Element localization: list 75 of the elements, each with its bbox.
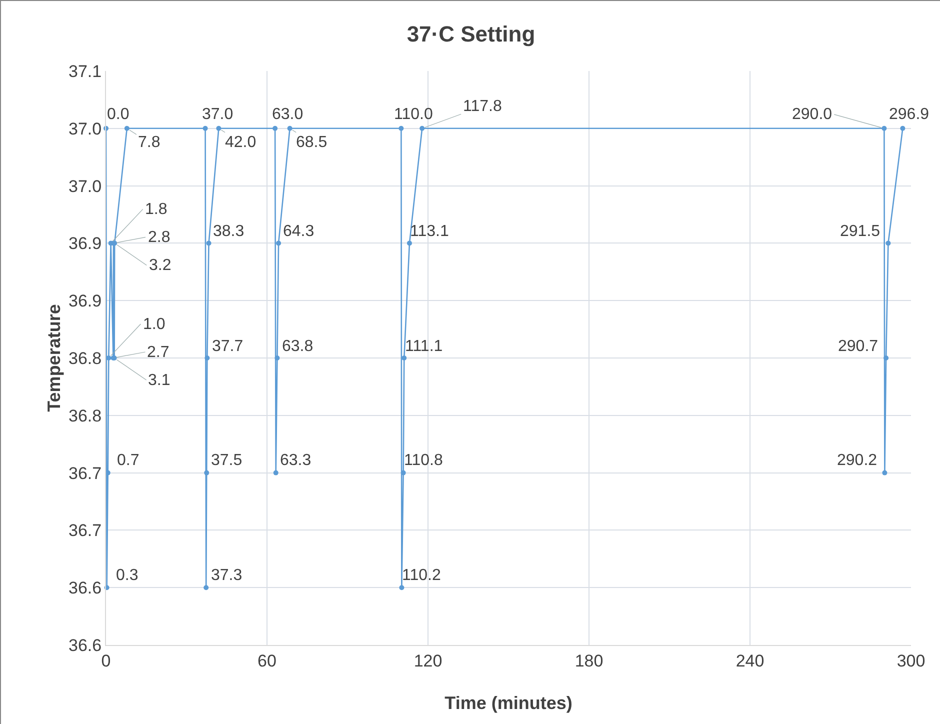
point	[400, 470, 406, 476]
point	[420, 126, 425, 131]
y-tick-label: 36.9	[68, 292, 102, 311]
y-tick-label: 36.6	[68, 578, 102, 598]
annotation: 63.3	[280, 452, 312, 469]
y-tick-label: 37.0	[68, 119, 102, 138]
y-tick-label: 37.0	[68, 176, 102, 196]
point	[204, 585, 209, 590]
annotation: 38.3	[213, 223, 244, 240]
annotation: 296.9	[889, 106, 930, 123]
annotation: 1.8	[145, 201, 168, 218]
y-axis-title: Temperature	[44, 304, 64, 412]
y-tick-label: 36.6	[68, 636, 102, 655]
annotation: 37.7	[212, 338, 244, 355]
y-tick-label: 36.8	[68, 406, 102, 426]
point	[272, 126, 278, 131]
point	[124, 126, 130, 131]
annotation: 0.0	[107, 106, 130, 123]
x-tick-label: 300	[896, 651, 926, 670]
annotation: 64.3	[283, 223, 314, 240]
point	[882, 126, 887, 131]
annotation: 111.1	[405, 338, 443, 355]
annotation: 68.5	[296, 134, 328, 151]
point	[900, 126, 906, 131]
point	[398, 126, 404, 131]
annotation: 290.7	[838, 338, 878, 355]
x-axis-title: Time (minutes)	[444, 693, 572, 713]
point	[886, 240, 891, 246]
y-tick-label: 36.7	[68, 464, 102, 483]
point	[204, 356, 210, 360]
point	[399, 585, 404, 590]
point	[202, 126, 208, 131]
annotation: 1.0	[143, 316, 166, 333]
point	[204, 470, 210, 476]
x-tick-label: 120	[414, 651, 442, 670]
point	[273, 470, 278, 476]
point	[884, 356, 889, 360]
annotation: 37.0	[202, 106, 234, 123]
point	[216, 126, 222, 131]
annotation: 291.5	[840, 223, 880, 240]
annotation: 3.2	[149, 257, 172, 274]
annotation: 110.8	[404, 452, 443, 469]
annotation: 290.2	[837, 452, 878, 469]
annotation: 42.0	[225, 134, 256, 151]
y-tick-label: 37.1	[68, 62, 102, 81]
x-tick-label: 60	[258, 651, 276, 670]
annotation: 0.3	[116, 567, 138, 584]
annotation: 3.1	[148, 372, 170, 389]
y-tick-label: 36.7	[68, 521, 102, 540]
annotation: 117.8	[463, 98, 502, 115]
point	[287, 126, 292, 131]
x-tick-label: 0	[101, 651, 111, 670]
annotation: 37.3	[211, 567, 242, 584]
annotation: 2.8	[148, 229, 170, 246]
point	[402, 356, 407, 360]
point	[882, 470, 888, 476]
annotation: 113.1	[410, 223, 449, 240]
x-tick-label: 180	[574, 651, 604, 670]
annotation: 290.0	[792, 106, 832, 123]
chart-title: 37·C Setting	[406, 22, 536, 47]
point	[406, 240, 412, 246]
annotation: 110.2	[402, 567, 441, 584]
annotation: 2.7	[147, 344, 170, 361]
annotation: 37.5	[211, 452, 242, 469]
annotation: 110.0	[394, 106, 433, 123]
point	[206, 240, 212, 246]
point	[276, 240, 282, 246]
annotation: 63.8	[282, 338, 314, 355]
y-tick-label: 36.9	[68, 234, 102, 254]
y-tick-label: 36.8	[68, 348, 102, 368]
annotation: 0.7	[117, 452, 140, 469]
annotation: 63.0	[272, 106, 304, 123]
point	[274, 356, 280, 360]
annotation: 7.8	[138, 134, 160, 151]
x-tick-label: 240	[736, 651, 764, 670]
